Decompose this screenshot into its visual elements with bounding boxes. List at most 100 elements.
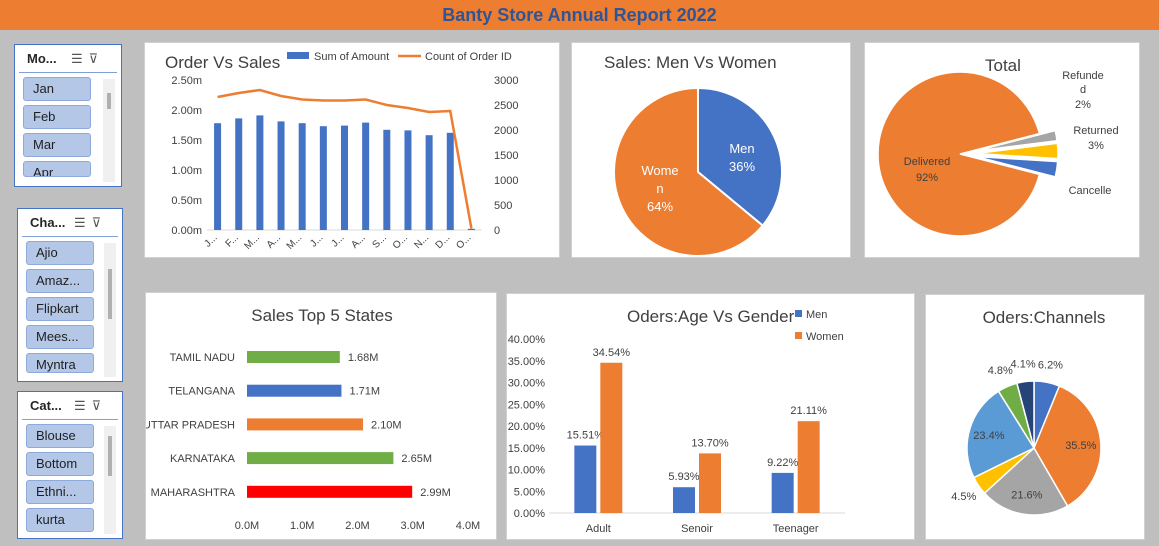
slicer-scrollbar[interactable] xyxy=(104,426,116,534)
left-tick-label: 0.00m xyxy=(171,225,202,237)
order-status-chart: Total Delivered 92% Refunde d 2% Returned 3% Can… xyxy=(864,42,1140,258)
x-tick-label: N... xyxy=(412,232,431,251)
slicer-item[interactable]: Apr xyxy=(23,161,91,177)
y-tick-label: 35.00% xyxy=(508,356,546,368)
slicer-title: Mo... xyxy=(27,51,57,66)
y-tick-label: 5.00% xyxy=(514,486,545,498)
x-tick-label: A... xyxy=(265,232,283,250)
chart-title: Oders:Channels xyxy=(983,308,1106,327)
pie-slice xyxy=(975,142,1059,160)
slicer-item[interactable]: Blouse xyxy=(26,424,94,448)
left-tick-label: 1.50m xyxy=(171,135,202,147)
x-tick-label: Adult xyxy=(586,523,611,535)
right-tick-label: 2500 xyxy=(494,100,518,112)
data-label: 21.11% xyxy=(790,405,827,417)
bar xyxy=(797,421,820,513)
chart-title: Oders:Age Vs Gender xyxy=(627,307,795,326)
category-label: TELANGANA xyxy=(168,386,235,398)
order-vs-sales-chart: Order Vs Sales 0.00m 0.50m 1.00m 1.50m 2.00m 2… xyxy=(144,42,560,258)
x-tick-label: 0.0M xyxy=(235,520,259,532)
data-label: 5.93% xyxy=(668,471,699,483)
data-label: 34.54% xyxy=(593,347,631,359)
chart-title: Sales Top 5 States xyxy=(251,306,392,325)
slicer-item[interactable]: Mees... xyxy=(26,325,94,349)
bar xyxy=(247,351,340,363)
data-label: 2.10M xyxy=(371,419,402,431)
clear-filter-icon[interactable]: ⊽ xyxy=(91,214,102,230)
pie-slice xyxy=(975,129,1058,152)
slice-label: 4.5% xyxy=(951,491,976,503)
bar xyxy=(362,122,370,230)
pie-slice xyxy=(697,86,783,227)
y-tick-label: 10.00% xyxy=(508,465,546,477)
slicer-title: Cha... xyxy=(30,215,66,230)
bar xyxy=(383,129,391,230)
y-tick-label: 25.00% xyxy=(508,399,546,411)
slicer-month[interactable]: Mo... ☰ ⊽ Jan Feb Mar Apr xyxy=(14,44,122,187)
multi-select-icon[interactable]: ☰ xyxy=(74,397,86,413)
slicer-item[interactable]: Amaz... xyxy=(26,269,94,293)
slice-label: Cancelle xyxy=(1069,185,1112,197)
slicer-header: Cat... ☰ ⊽ xyxy=(22,392,118,420)
slicer-item[interactable]: Myntra xyxy=(26,353,94,373)
slice-label: Wome xyxy=(641,163,678,178)
bar xyxy=(256,115,264,230)
slicer-item[interactable]: Feb xyxy=(23,105,91,129)
slicer-item[interactable]: Ajio xyxy=(26,241,94,265)
slice-label: 64% xyxy=(647,199,673,214)
slice-label: 6.2% xyxy=(1038,360,1063,372)
x-tick-label: 4.0M xyxy=(456,520,480,532)
category-label: TAMIL NADU xyxy=(170,352,235,364)
x-tick-label: 1.0M xyxy=(290,520,314,532)
bar xyxy=(298,123,306,230)
clear-filter-icon[interactable]: ⊽ xyxy=(91,397,102,413)
pie-slice xyxy=(613,86,765,257)
right-tick-label: 3000 xyxy=(494,75,518,87)
x-tick-label: F... xyxy=(224,232,241,249)
report-header: Banty Store Annual Report 2022 xyxy=(0,0,1159,30)
x-tick-label: D... xyxy=(434,232,453,251)
multi-select-icon[interactable]: ☰ xyxy=(74,214,86,230)
bar xyxy=(699,453,721,513)
slicer-item[interactable]: Mar xyxy=(23,133,91,157)
bar xyxy=(600,362,623,513)
age-vs-gender-chart: Oders:Age Vs Gender 0.00% 5.00% 10.00% 15.00… xyxy=(506,293,915,540)
bar xyxy=(446,132,454,230)
right-tick-label: 0 xyxy=(494,225,500,237)
chart-title: Total xyxy=(985,56,1021,75)
slicer-scrollbar[interactable] xyxy=(103,79,115,182)
slicer-item[interactable]: kurta xyxy=(26,508,94,532)
bar xyxy=(235,118,243,230)
y-tick-label: 30.00% xyxy=(508,378,546,390)
multi-select-icon[interactable]: ☰ xyxy=(71,50,83,66)
report-title: Banty Store Annual Report 2022 xyxy=(442,4,717,25)
slicer-item[interactable]: Bottom xyxy=(26,452,94,476)
bar xyxy=(214,123,222,230)
slice-label: d xyxy=(1080,84,1086,96)
legend-swatch xyxy=(795,310,802,317)
slicer-channel[interactable]: Cha... ☰ ⊽ Ajio Amaz... Flipkart Mees...… xyxy=(17,208,123,382)
slicer-item[interactable]: Ethni... xyxy=(26,480,94,504)
x-tick-label: 2.0M xyxy=(345,520,369,532)
category-label: MAHARASHTRA xyxy=(151,487,236,499)
pie-slice xyxy=(1016,380,1035,449)
slice-label: 21.6% xyxy=(1011,489,1042,501)
slice-label: Returned xyxy=(1073,125,1118,137)
bar xyxy=(467,228,475,230)
y-tick-label: 40.00% xyxy=(508,334,546,346)
slicer-scrollbar[interactable] xyxy=(104,243,116,377)
y-tick-label: 0.00% xyxy=(514,508,545,520)
slicer-item[interactable]: Jan xyxy=(23,77,91,101)
left-tick-label: 1.00m xyxy=(171,165,202,177)
data-label: 1.68M xyxy=(348,352,379,364)
legend-label: Women xyxy=(806,331,844,343)
clear-filter-icon[interactable]: ⊽ xyxy=(88,50,99,66)
bar xyxy=(404,130,412,230)
bar xyxy=(319,126,327,230)
slicer-item[interactable]: Flipkart xyxy=(26,297,94,321)
slicer-category[interactable]: Cat... ☰ ⊽ Blouse Bottom Ethni... kurta xyxy=(17,391,123,539)
x-tick-label: Teenager xyxy=(773,523,819,535)
left-tick-label: 2.50m xyxy=(171,75,202,87)
data-label: 2.99M xyxy=(420,487,451,499)
legend-label: Count of Order ID xyxy=(425,51,512,63)
